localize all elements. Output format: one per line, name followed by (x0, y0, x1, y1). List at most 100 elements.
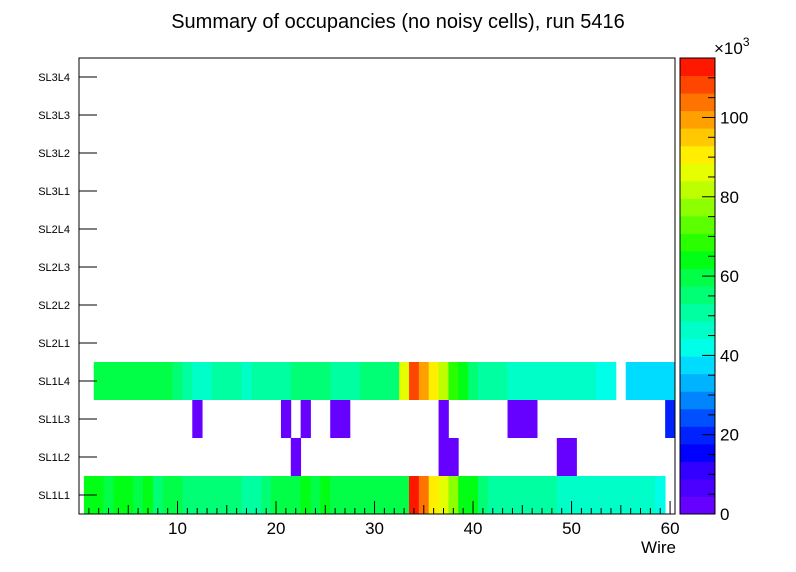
heatmap-cell (546, 362, 558, 400)
x-tick-label: 60 (661, 519, 680, 538)
heatmap-cell (428, 476, 439, 514)
heatmap-cell (330, 400, 341, 438)
x-axis-label: Wire (641, 538, 676, 557)
heatmap-cell (143, 476, 154, 514)
plot-frame (78, 57, 676, 515)
heatmap-cell (143, 362, 154, 400)
palette-swatch (680, 408, 715, 427)
heatmap-cell (271, 362, 282, 400)
palette-swatch (680, 373, 715, 392)
palette-swatch (680, 128, 715, 147)
heatmap-cell (310, 362, 321, 400)
palette-swatch (680, 268, 715, 287)
heatmap-cell (586, 476, 597, 514)
heatmap-cell (556, 476, 568, 514)
heatmap-cell (300, 476, 311, 514)
heatmap-cell (113, 362, 124, 400)
heatmap-cell (211, 362, 223, 400)
heatmap-cell (290, 362, 302, 400)
heatmap-cell (546, 476, 558, 514)
heatmap-cell (93, 476, 105, 514)
z-axis-multiplier: ×103 (714, 35, 750, 58)
heatmap-cell (340, 400, 351, 438)
z-tick-label: 20 (720, 426, 739, 445)
heatmap-cell (487, 362, 499, 400)
y-axis: SL1L1 SL1L2 SL1L3 SL1L4 SL2L1 SL2L2 SL2L3 SL2L4… (38, 72, 97, 502)
heatmap-cell (192, 362, 203, 400)
y-tick-label: SL2L4 (38, 224, 70, 236)
palette-swatch (680, 303, 715, 322)
color-palette (679, 57, 716, 515)
heatmap-cell (103, 362, 114, 400)
heatmap-cell (586, 362, 597, 400)
heatmap-cell (261, 362, 272, 400)
palette-swatch (680, 338, 715, 357)
palette-swatch (680, 461, 715, 480)
palette-swatch (680, 250, 715, 269)
heatmap-cell (231, 476, 242, 514)
heatmap-cell (93, 362, 105, 400)
heatmap-cell (271, 476, 282, 514)
heatmap-cell (418, 362, 430, 400)
heatmap-cell (241, 362, 252, 400)
heatmap-cell (606, 476, 617, 514)
heatmap-cell (615, 476, 627, 514)
heatmap-cell (369, 362, 380, 400)
heatmap-cell (221, 362, 233, 400)
y-tick-label: SL3L3 (38, 110, 70, 122)
y-tick-label: SL3L2 (38, 148, 70, 160)
heatmap-cell (359, 476, 371, 514)
heatmap-cell (152, 362, 164, 400)
heatmap-cell (556, 362, 568, 400)
palette-swatch (680, 198, 715, 217)
heatmap-cell (645, 476, 656, 514)
z-tick-label: 80 (720, 188, 739, 207)
heatmap-cell (596, 476, 607, 514)
heatmap-cell (320, 362, 331, 400)
palette-swatch (680, 180, 715, 199)
heatmap-cell (162, 476, 173, 514)
heatmap-cell (458, 362, 469, 400)
heatmap-cell (320, 476, 331, 514)
heatmap-cell (448, 438, 459, 476)
heatmap-cell (527, 400, 538, 438)
heatmap-cell (468, 476, 479, 514)
heatmap-cell (596, 362, 607, 400)
heatmap-cell (418, 476, 430, 514)
heatmap-cell (399, 476, 410, 514)
heatmap-cell (507, 476, 518, 514)
heatmap-cell (211, 476, 223, 514)
heatmap-cell (438, 362, 449, 400)
heatmap-cell (251, 476, 262, 514)
heatmap-cell (448, 362, 459, 400)
heatmap-cell (517, 362, 528, 400)
y-tick-label: SL3L1 (38, 186, 70, 198)
heatmap-cell (310, 476, 321, 514)
y-tick-label: SL1L1 (38, 490, 70, 502)
x-tick-label: 10 (168, 519, 187, 538)
heatmap-cell (290, 476, 302, 514)
heatmap-cell (507, 362, 518, 400)
palette-frame (679, 57, 716, 515)
y-tick-label: SL2L2 (38, 300, 70, 312)
heatmap-cell (635, 476, 646, 514)
palette-swatch (680, 426, 715, 445)
heatmap-cell (113, 476, 124, 514)
heatmap-cell (645, 362, 656, 400)
heatmap-cell (665, 362, 676, 400)
heatmap-cell (330, 476, 341, 514)
z-axis: 0 20 40 60 80 100 (702, 77, 748, 524)
heatmap-cell (517, 476, 528, 514)
heatmap-cell (665, 400, 676, 438)
heatmap-cell (566, 476, 577, 514)
palette-swatch (680, 58, 715, 77)
heatmap-cell (369, 476, 380, 514)
heatmap-cell (300, 400, 311, 438)
x-axis: 10 20 30 40 50 60 (88, 501, 680, 538)
palette-swatch (680, 110, 715, 129)
heatmap-cell (340, 476, 351, 514)
z-tick-label: 100 (720, 108, 748, 127)
y-tick-label: SL1L4 (38, 376, 70, 388)
heatmap-cell (655, 362, 666, 400)
